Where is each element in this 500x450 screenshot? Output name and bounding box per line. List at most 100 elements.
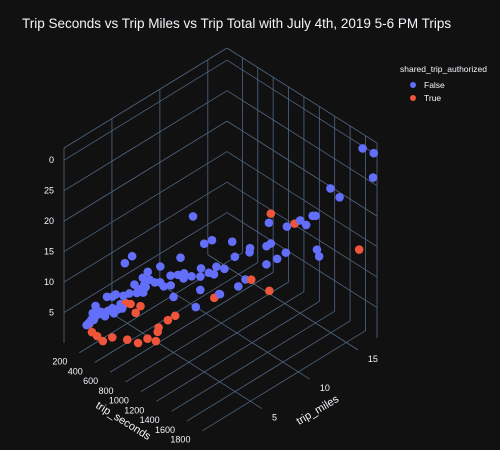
marker-false-51[interactable]	[199, 239, 209, 249]
y-tick-5: 5	[272, 413, 277, 423]
marker-false-71[interactable]	[312, 245, 322, 254]
z-tick-15: 15	[44, 247, 54, 257]
chart-title: Trip Seconds vs Trip Miles vs Trip Total…	[22, 16, 452, 31]
marker-false-75[interactable]	[191, 302, 201, 312]
wall-x-grid-z-20	[63, 120, 228, 222]
marker-false-76[interactable]	[215, 289, 225, 299]
marker-false-67[interactable]	[335, 192, 344, 202]
x-tick-200: 200	[52, 357, 67, 367]
marker-false-68[interactable]	[358, 144, 367, 153]
marker-true-14[interactable]	[136, 301, 145, 311]
marker-false-53[interactable]	[207, 235, 217, 245]
legend-item-true[interactable]: True	[400, 91, 487, 104]
marker-false-18[interactable]	[102, 292, 112, 302]
marker-true-6[interactable]	[133, 338, 143, 348]
marker-false-80[interactable]	[281, 248, 291, 257]
marker-true-5[interactable]	[122, 335, 132, 344]
wall-x-grid-z-30	[63, 59, 228, 161]
marker-false-81[interactable]	[169, 292, 178, 302]
marker-false-63[interactable]	[301, 220, 311, 230]
marker-false-82[interactable]	[196, 285, 205, 295]
marker-false-33[interactable]	[159, 282, 169, 291]
x-tick-1200: 1200	[124, 405, 144, 415]
marker-true-9[interactable]	[153, 327, 162, 337]
y-axis-title: trip_miles	[295, 393, 342, 428]
marker-false-62[interactable]	[295, 216, 305, 225]
marker-false-77[interactable]	[233, 282, 243, 291]
marker-false-60[interactable]	[264, 218, 274, 228]
floor-grid-y-15	[207, 254, 359, 351]
z-tick-20: 20	[44, 216, 54, 226]
marker-false-35[interactable]	[166, 281, 175, 290]
marker-true-18[interactable]	[246, 275, 256, 284]
marker-false-49[interactable]	[155, 262, 165, 271]
wall-y-grid-z-5	[226, 212, 378, 308]
marker-false-48[interactable]	[143, 267, 153, 277]
marker-true-1[interactable]	[87, 327, 97, 337]
legend[interactable]: shared_trip_authorized False True	[400, 64, 487, 104]
marker-false-29[interactable]	[138, 273, 148, 283]
marker-false-8[interactable]	[91, 301, 100, 311]
z-tick-5: 5	[49, 308, 54, 318]
marker-false-55[interactable]	[227, 237, 237, 247]
wall-x-grid-z-10	[63, 181, 228, 283]
marker-false-34[interactable]	[166, 271, 175, 280]
wall-y-grid-z-10	[226, 181, 378, 278]
marker-true-13[interactable]	[131, 308, 140, 318]
marker-true-7[interactable]	[143, 334, 152, 344]
marker-false-44[interactable]	[212, 262, 221, 272]
marker-false-50[interactable]	[176, 253, 185, 262]
marker-true-4[interactable]	[108, 333, 117, 342]
marker-false-54[interactable]	[230, 252, 240, 262]
marker-false-66[interactable]	[326, 184, 335, 193]
z-tick-0: 0	[49, 155, 54, 165]
marker-true-19[interactable]	[265, 286, 274, 296]
legend-item-false[interactable]: False	[400, 78, 487, 91]
marker-false-28[interactable]	[141, 282, 150, 292]
y-tick-10: 10	[320, 383, 330, 393]
marker-false-47[interactable]	[127, 251, 137, 261]
wall-y-grid-z-15	[226, 151, 378, 247]
marker-false-72[interactable]	[314, 252, 324, 261]
marker-false-40[interactable]	[196, 272, 205, 281]
floor-grid-y-5	[111, 313, 263, 409]
marker-false-21[interactable]	[119, 291, 128, 301]
marker-false-79[interactable]	[262, 260, 271, 269]
marker-false-31[interactable]	[150, 278, 160, 287]
marker-false-69[interactable]	[369, 148, 379, 158]
marker-true-20[interactable]	[266, 209, 276, 218]
marker-true-11[interactable]	[163, 315, 173, 325]
marker-false-61[interactable]	[282, 222, 292, 231]
marker-true-12[interactable]	[170, 311, 180, 321]
marker-false-78[interactable]	[272, 254, 282, 264]
marker-false-2[interactable]	[85, 317, 95, 327]
floor-grid-y-10	[159, 283, 311, 380]
x-tick-1400: 1400	[140, 415, 160, 425]
floor-grid-x-1600	[186, 320, 351, 422]
marker-true-15[interactable]	[126, 299, 135, 309]
wall-x-grid-z-25	[63, 90, 228, 191]
marker-true-8[interactable]	[151, 336, 161, 346]
marker-false-39[interactable]	[187, 272, 196, 281]
marker-false-23[interactable]	[132, 288, 142, 298]
floor-grid-x-1800	[202, 330, 366, 432]
marker-false-46[interactable]	[120, 258, 130, 268]
marker-false-45[interactable]	[220, 264, 229, 274]
marker-false-4[interactable]	[88, 308, 98, 318]
marker-false-24[interactable]	[130, 280, 139, 289]
x-tick-1600: 1600	[155, 425, 175, 435]
marker-false-37[interactable]	[179, 274, 188, 283]
marker-false-70[interactable]	[368, 173, 378, 182]
marker-false-58[interactable]	[262, 241, 271, 251]
marker-false-43[interactable]	[209, 270, 219, 279]
marker-false-41[interactable]	[196, 264, 206, 273]
marker-false-64[interactable]	[308, 211, 317, 221]
marker-true-22[interactable]	[354, 245, 364, 254]
x-tick-600: 600	[83, 376, 98, 386]
marker-false-52[interactable]	[188, 212, 198, 221]
axis-edge-top-right	[226, 47, 378, 144]
wall-y-grid-z-25	[226, 90, 378, 186]
marker-true-3[interactable]	[98, 336, 108, 346]
marker-false-56[interactable]	[245, 247, 254, 257]
